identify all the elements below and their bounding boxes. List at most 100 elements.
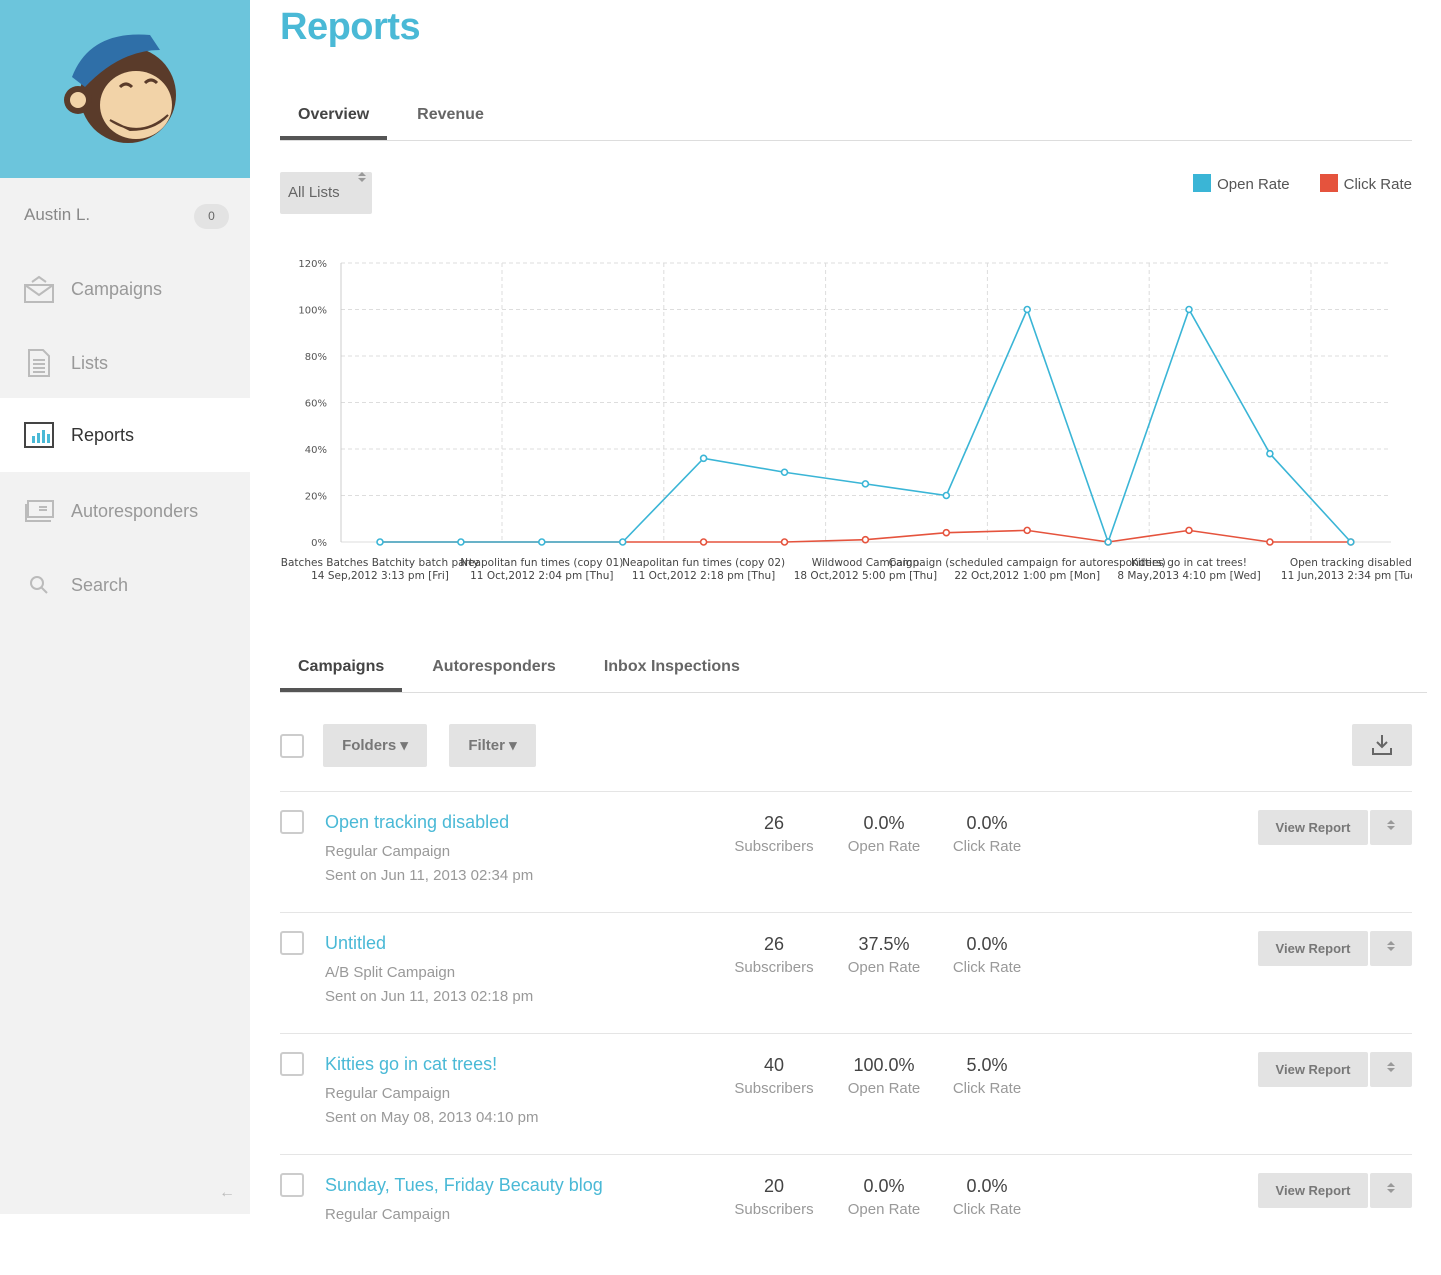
tab-overview[interactable]: Overview — [280, 100, 388, 140]
notification-badge[interactable]: 0 — [194, 204, 229, 229]
stat-label: Click Rate — [952, 1080, 1022, 1097]
sort-arrows-icon — [1387, 1062, 1395, 1072]
autoresponder-icon — [24, 496, 54, 526]
chart-legend: Open Rate Click Rate — [1193, 174, 1412, 193]
y-tick-label: 40% — [305, 445, 327, 456]
open-rate-stat: 100.0% Open Rate — [829, 1055, 939, 1097]
sidebar: Austin L. 0 Campaigns Lists Reports Auto… — [0, 0, 250, 1214]
row-checkbox[interactable] — [280, 810, 304, 834]
x-tick-label: Kitties go in cat trees! — [1131, 557, 1247, 569]
series-line-open-rate — [380, 307, 1352, 545]
y-tick-label: 100% — [298, 306, 327, 317]
campaign-row: Open tracking disabled Regular Campaign … — [280, 791, 1412, 912]
stat-value: 0.0% — [966, 813, 1008, 833]
sort-arrows-icon — [1387, 1183, 1395, 1193]
row-checkbox[interactable] — [280, 1173, 304, 1197]
x-tick-label: Neapolitan fun times (copy 02) — [622, 557, 785, 569]
view-report-button[interactable]: View Report — [1258, 1173, 1368, 1208]
stat-value: 26 — [763, 813, 785, 833]
freddie-logo-icon — [64, 34, 176, 143]
list-tabs: Campaigns Autoresponders Inbox Inspectio… — [280, 652, 1427, 693]
sidebar-item-label: Campaigns — [71, 278, 163, 299]
tab-inbox-inspections[interactable]: Inbox Inspections — [603, 658, 740, 675]
x-tick-label: Campaign (scheduled campaign for autores… — [889, 557, 1166, 569]
view-report-options-button[interactable] — [1370, 810, 1412, 845]
data-point — [1023, 526, 1032, 535]
sidebar-item-lists[interactable]: Lists — [0, 326, 250, 400]
stat-label: Subscribers — [734, 959, 814, 976]
sidebar-item-search[interactable]: Search — [0, 548, 250, 622]
view-report-options-button[interactable] — [1370, 931, 1412, 966]
folders-button[interactable]: Folders ▾ — [323, 724, 427, 767]
stat-label: Subscribers — [734, 838, 814, 855]
legend-label: Open Rate — [1217, 176, 1290, 193]
download-icon — [1372, 735, 1392, 755]
campaign-title-link[interactable]: Open tracking disabled — [325, 812, 510, 832]
logo-header — [0, 0, 250, 178]
subscribers-stat: 26 Subscribers — [719, 934, 829, 976]
data-point — [942, 491, 951, 500]
row-checkbox[interactable] — [280, 1052, 304, 1076]
sidebar-item-label: Search — [71, 574, 129, 595]
select-all-checkbox[interactable] — [280, 734, 304, 758]
sort-arrows-icon — [1387, 820, 1395, 830]
list-select-value: All Lists — [288, 184, 340, 201]
view-report-options-button[interactable] — [1370, 1173, 1412, 1208]
stat-value: 26 — [763, 934, 785, 954]
campaign-type: Regular Campaign — [325, 1206, 451, 1223]
y-tick-label: 20% — [305, 492, 327, 503]
y-tick-label: 60% — [305, 399, 327, 410]
data-point — [618, 538, 627, 546]
view-report-options-button[interactable] — [1370, 1052, 1412, 1087]
x-tick-date: 18 Oct,2012 5:00 pm [Thu] — [794, 570, 937, 582]
stat-value: 40 — [763, 1055, 785, 1075]
user-name[interactable]: Austin L. — [24, 205, 91, 224]
data-point — [699, 454, 708, 463]
legend-label: Click Rate — [1343, 176, 1412, 193]
filter-button[interactable]: Filter ▾ — [449, 724, 536, 767]
tab-campaigns[interactable]: Campaigns — [280, 652, 403, 692]
subscribers-stat: 40 Subscribers — [719, 1055, 829, 1097]
x-tick-date: 11 Oct,2012 2:18 pm [Thu] — [632, 570, 775, 582]
tab-autoresponders[interactable]: Autoresponders — [432, 658, 556, 675]
sidebar-item-campaigns[interactable]: Campaigns — [0, 252, 250, 326]
sidebar-item-autoresponders[interactable]: Autoresponders — [0, 474, 250, 548]
campaign-title-link[interactable]: Kitties go in cat trees! — [325, 1054, 498, 1074]
stat-value: 0.0% — [863, 813, 905, 833]
document-icon — [24, 348, 54, 378]
x-tick-date: 11 Jun,2013 2:34 pm [Tue] — [1281, 570, 1412, 582]
download-button[interactable] — [1352, 724, 1412, 766]
row-checkbox[interactable] — [280, 931, 304, 955]
search-icon — [24, 570, 54, 600]
sidebar-item-label: Reports — [71, 424, 135, 445]
stat-label: Open Rate — [847, 838, 921, 855]
stat-value: 100.0% — [853, 1055, 915, 1075]
campaign-sent-date: Sent on May 08, 2013 04:10 pm — [325, 1109, 539, 1126]
stat-label: Subscribers — [734, 1201, 814, 1218]
sidebar-item-label: Lists — [71, 352, 109, 373]
stat-label: Subscribers — [734, 1080, 814, 1097]
x-tick-date: 14 Sep,2012 3:13 pm [Fri] — [311, 570, 449, 582]
view-report-button[interactable]: View Report — [1258, 810, 1368, 845]
tab-revenue[interactable]: Revenue — [417, 106, 484, 123]
data-point — [699, 538, 708, 546]
list-select[interactable]: All Lists — [280, 172, 372, 214]
view-report-button[interactable]: View Report — [1258, 931, 1368, 966]
data-point — [942, 528, 951, 537]
subscribers-stat: 20 Subscribers — [719, 1176, 829, 1218]
campaign-type: A/B Split Campaign — [325, 964, 456, 981]
collapse-sidebar-button[interactable]: ← — [219, 1184, 235, 1201]
subscribers-stat: 26 Subscribers — [719, 813, 829, 855]
campaign-title-link[interactable]: Untitled — [325, 933, 387, 953]
x-tick-label: Open tracking disabled — [1290, 557, 1412, 569]
campaign-title-link[interactable]: Sunday, Tues, Friday Becauty blog — [325, 1175, 603, 1195]
view-report-button[interactable]: View Report — [1258, 1052, 1368, 1087]
campaign-sent-date: Sent on Jun 11, 2013 02:18 pm — [325, 988, 534, 1005]
sidebar-item-reports[interactable]: Reports — [0, 398, 250, 472]
data-point — [1347, 538, 1355, 546]
campaign-row: Sunday, Tues, Friday Becauty blog Regula… — [280, 1154, 1412, 1275]
stat-value: 0.0% — [966, 1176, 1008, 1196]
report-tabs: Overview Revenue — [280, 100, 1412, 141]
x-tick-date: 22 Oct,2012 1:00 pm [Mon] — [954, 570, 1100, 582]
open-rate-stat: 0.0% Open Rate — [829, 813, 939, 855]
